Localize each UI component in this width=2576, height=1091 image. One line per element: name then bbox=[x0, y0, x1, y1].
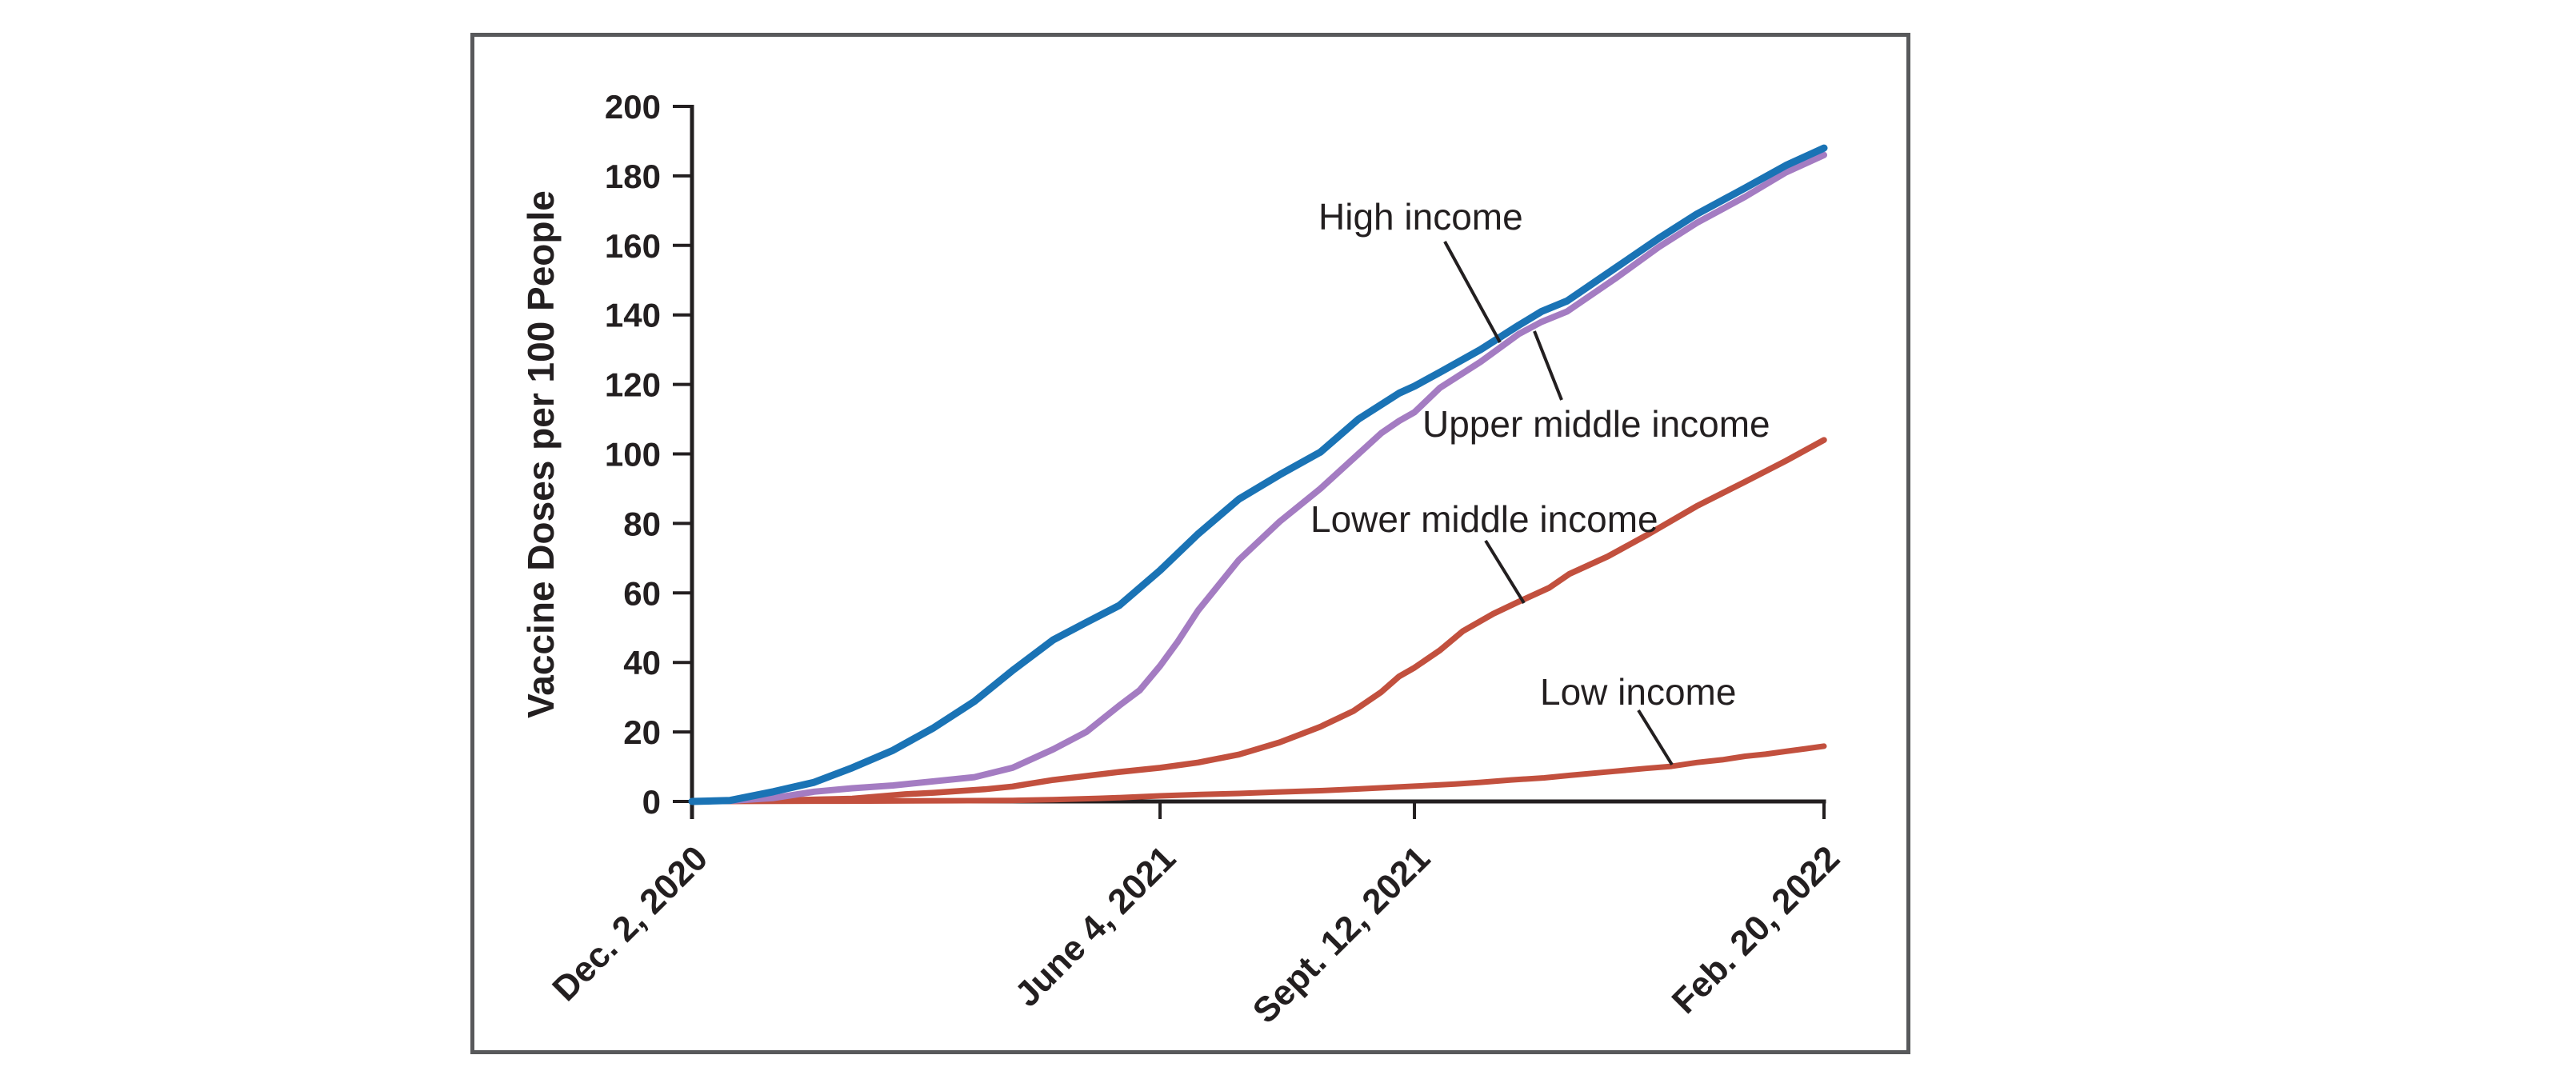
series-line-high-income bbox=[688, 144, 1828, 805]
series-line-low-income bbox=[689, 743, 1827, 805]
y-tick-label-20: 20 bbox=[623, 713, 661, 751]
pointer-line-lower-middle-income bbox=[1484, 539, 1526, 605]
y-tick-label-140: 140 bbox=[605, 297, 661, 334]
curve-label-high-income: High income bbox=[1318, 196, 1523, 238]
y-tick-label-120: 120 bbox=[605, 366, 661, 404]
y-tick-label-180: 180 bbox=[605, 158, 661, 195]
curve-label-low-income: Low income bbox=[1540, 671, 1736, 713]
y-axis-title: Vaccine Doses per 100 People bbox=[520, 190, 562, 718]
x-tick-label-june-4-2021: June 4, 2021 bbox=[1007, 838, 1183, 1014]
axes: 0 20 40 60 80 100 120 140 160 180 200 Dec. 2, 2020 J… bbox=[545, 88, 1847, 1031]
curve-annotations: High income Upper middle income Lower midd… bbox=[1310, 196, 1770, 766]
curves bbox=[688, 144, 1828, 805]
series-line-lower-middle-income bbox=[689, 437, 1827, 805]
curve-label-upper-middle-income: Upper middle income bbox=[1422, 403, 1770, 445]
curve-label-lower-middle-income: Lower middle income bbox=[1310, 498, 1658, 540]
x-tick-label-dec-2-2020: Dec. 2, 2020 bbox=[545, 838, 715, 1009]
y-tick-label-80: 80 bbox=[623, 505, 661, 542]
pointer-line-high-income bbox=[1443, 241, 1502, 343]
y-tick-label-40: 40 bbox=[623, 644, 661, 681]
x-tick-label-sept-12-2021: Sept. 12, 2021 bbox=[1246, 838, 1438, 1030]
y-tick-label-60: 60 bbox=[623, 574, 661, 612]
series-line-upper-middle-income bbox=[689, 151, 1827, 805]
x-tick-label-feb-20-2022: Feb. 20, 2022 bbox=[1665, 838, 1847, 1021]
pointer-line-upper-middle-income bbox=[1533, 330, 1563, 401]
y-tick-label-0: 0 bbox=[642, 783, 661, 821]
pointer-line-low-income bbox=[1637, 709, 1674, 766]
y-tick-label-100: 100 bbox=[605, 436, 661, 474]
y-tick-label-200: 200 bbox=[605, 88, 661, 126]
y-tick-label-160: 160 bbox=[605, 227, 661, 265]
